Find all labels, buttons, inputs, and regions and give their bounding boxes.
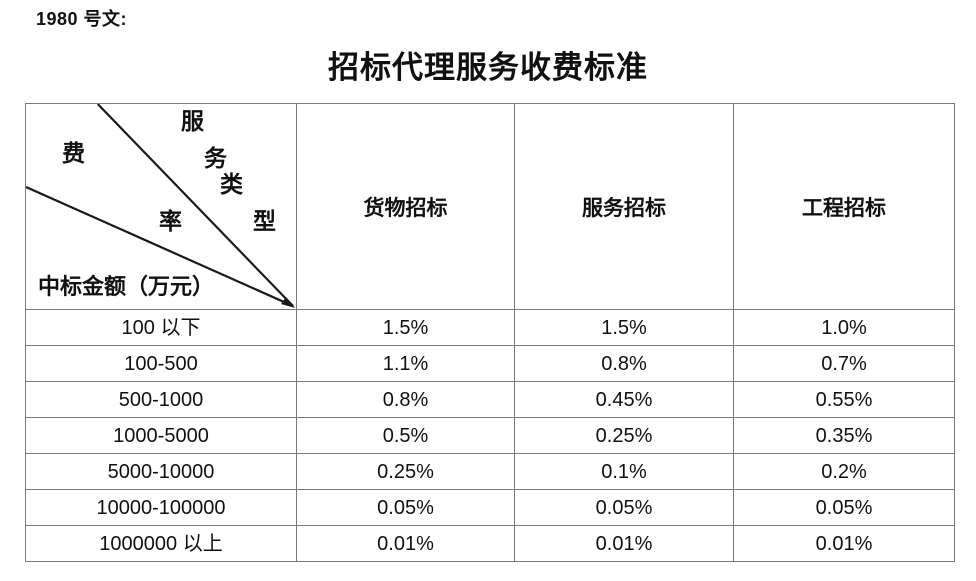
rate-cell: 0.45% bbox=[514, 381, 734, 418]
rate-cell: 1.5% bbox=[514, 309, 734, 346]
corner-axis-char: 率 bbox=[159, 209, 182, 234]
rate-cell: 0.05% bbox=[733, 489, 955, 526]
table-row: 100 以下 1.5% 1.5% 1.0% bbox=[25, 309, 955, 346]
doc-number-label: 1980 号文: bbox=[36, 9, 128, 29]
rate-cell: 0.8% bbox=[296, 381, 515, 418]
rate-cell: 0.05% bbox=[296, 489, 515, 526]
amount-range-cell: 100-500 bbox=[25, 345, 297, 382]
rate-cell: 0.01% bbox=[296, 525, 515, 562]
amount-range-cell: 1000-5000 bbox=[25, 417, 297, 454]
rate-cell: 0.01% bbox=[733, 525, 955, 562]
corner-axis-char: 费 bbox=[62, 141, 85, 166]
column-header-goods: 货物招标 bbox=[296, 103, 515, 310]
rate-cell: 0.55% bbox=[733, 381, 955, 418]
table-row: 500-1000 0.8% 0.45% 0.55% bbox=[25, 381, 955, 418]
column-header-service: 服务招标 bbox=[514, 103, 734, 310]
rate-cell: 0.25% bbox=[514, 417, 734, 454]
table-row: 1000000 以上 0.01% 0.01% 0.01% bbox=[25, 525, 955, 562]
corner-axis-char: 务 bbox=[204, 146, 227, 171]
table-row: 1000-5000 0.5% 0.25% 0.35% bbox=[25, 417, 955, 454]
rate-cell: 0.05% bbox=[514, 489, 734, 526]
rate-cell: 0.8% bbox=[514, 345, 734, 382]
amount-range-cell: 500-1000 bbox=[25, 381, 297, 418]
amount-range-cell: 5000-10000 bbox=[25, 453, 297, 490]
corner-axis-char: 服 bbox=[181, 109, 204, 134]
rate-cell: 0.1% bbox=[514, 453, 734, 490]
rate-cell: 1.0% bbox=[733, 309, 955, 346]
fee-table: 服 费 务 类 率 型 中标金额（万元） 货物招标 服务招标 工程招标 100 … bbox=[25, 103, 955, 562]
table-row: 100-500 1.1% 0.8% 0.7% bbox=[25, 345, 955, 382]
diagonal-header-cell: 服 费 务 类 率 型 中标金额（万元） bbox=[25, 103, 297, 310]
table-row: 5000-10000 0.25% 0.1% 0.2% bbox=[25, 453, 955, 490]
rate-cell: 0.25% bbox=[296, 453, 515, 490]
amount-range-cell: 100 以下 bbox=[25, 309, 297, 346]
amount-axis-label: 中标金额（万元） bbox=[38, 274, 215, 299]
rate-cell: 0.35% bbox=[733, 417, 955, 454]
rate-cell: 0.01% bbox=[514, 525, 734, 562]
header-row: 服 费 务 类 率 型 中标金额（万元） 货物招标 服务招标 工程招标 bbox=[25, 103, 955, 310]
table-row: 10000-100000 0.05% 0.05% 0.05% bbox=[25, 489, 955, 526]
amount-range-cell: 10000-100000 bbox=[25, 489, 297, 526]
rate-cell: 1.1% bbox=[296, 345, 515, 382]
corner-axis-char: 型 bbox=[253, 209, 276, 234]
rate-cell: 0.2% bbox=[733, 453, 955, 490]
rate-cell: 0.7% bbox=[733, 345, 955, 382]
corner-axis-char: 类 bbox=[220, 172, 243, 197]
amount-range-cell: 1000000 以上 bbox=[25, 525, 297, 562]
diagonal-divider-icon bbox=[26, 104, 296, 308]
rate-cell: 0.5% bbox=[296, 417, 515, 454]
page-title: 招标代理服务收费标准 bbox=[328, 50, 648, 85]
rate-cell: 1.5% bbox=[296, 309, 515, 346]
column-header-engineering: 工程招标 bbox=[733, 103, 955, 310]
